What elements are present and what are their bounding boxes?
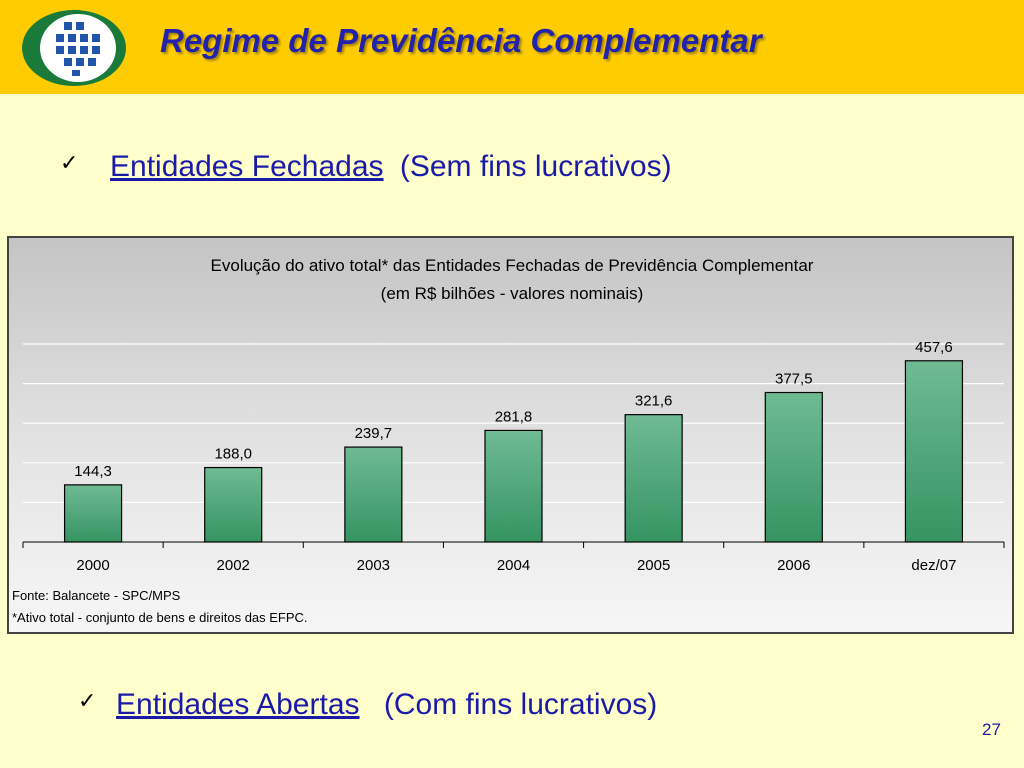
page-title: Regime de Previdência Complementar [160, 22, 762, 59]
x-tick-label: 2004 [497, 557, 530, 574]
chart-title: Evolução do ativo total* das Entidades F… [211, 256, 814, 275]
bar-dez/07 [904, 360, 964, 543]
bar-chart: Evolução do ativo total* das Entidades F… [9, 238, 1012, 632]
x-tick-label: dez/07 [911, 557, 956, 574]
bar-2006 [764, 391, 823, 543]
bar-2005 [624, 414, 683, 543]
chart-subtitle: (em R$ bilhões - valores nominais) [381, 284, 644, 303]
bullet-entidades-fechadas: Entidades Fechadas (Sem fins lucrativos) [110, 150, 672, 184]
previdencia-logo-icon [22, 10, 126, 86]
entidades-abertas-link[interactable]: Entidades Abertas [116, 688, 360, 721]
data-label: 239,7 [355, 425, 393, 442]
data-label: 144,3 [74, 463, 112, 480]
header-bar: Regime de Previdência Complementar [0, 0, 1024, 94]
page-number: 27 [982, 720, 1001, 739]
footnote-definition: *Ativo total - conjunto de bens e direit… [12, 610, 308, 625]
checkmark-icon: ✓ [60, 150, 79, 175]
entidades-fechadas-link[interactable]: Entidades Fechadas [110, 150, 384, 183]
data-label: 321,6 [635, 393, 673, 410]
data-label: 188,0 [214, 446, 252, 463]
data-label: 457,6 [915, 339, 953, 356]
bar-2000 [63, 484, 123, 543]
data-label: 377,5 [775, 371, 813, 388]
bar-2002 [204, 466, 263, 543]
checkmark-icon: ✓ [78, 688, 97, 713]
entidades-fechadas-note: (Sem fins lucrativos) [399, 150, 672, 183]
x-tick-label: 2005 [637, 557, 670, 574]
x-tick-label: 2002 [217, 557, 250, 574]
entidades-abertas-note: (Com fins lucrativos) [383, 688, 658, 721]
bar-2003 [344, 446, 403, 543]
bullet-entidades-abertas: Entidades Abertas (Com fins lucrativos) [116, 688, 657, 722]
footnote-source: Fonte: Balancete - SPC/MPS [12, 588, 181, 603]
x-tick-label: 2006 [777, 557, 810, 574]
data-label: 281,8 [495, 408, 533, 425]
chart-container: Evolução do ativo total* das Entidades F… [7, 236, 1014, 634]
x-tick-label: 2000 [76, 557, 109, 574]
bar-2004 [484, 429, 543, 543]
x-tick-label: 2003 [357, 557, 390, 574]
